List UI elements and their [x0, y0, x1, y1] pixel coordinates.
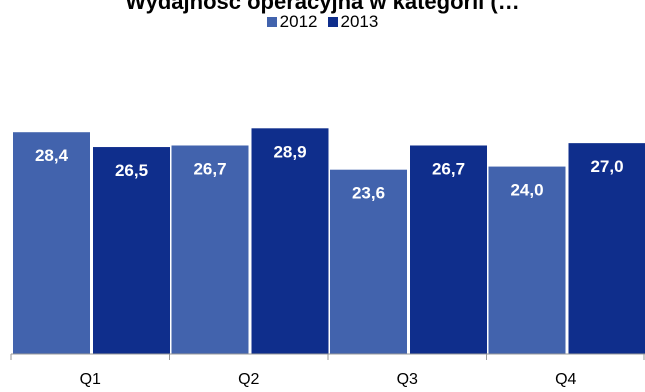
x-tick-label-q2: Q2: [238, 371, 259, 388]
bar-q1-2012: [13, 132, 90, 354]
legend-item-2013: 2013: [327, 12, 379, 32]
data-label-q4-2012: 24,0: [510, 181, 543, 200]
x-tick-label-q4: Q4: [555, 371, 576, 388]
data-label-q1-2012: 28,4: [35, 146, 69, 165]
x-tick-label-q1: Q1: [80, 371, 101, 388]
data-label-q2-2013: 28,9: [273, 142, 306, 161]
bar-q4-2013: [568, 143, 645, 354]
chart-legend: 2012 2013: [0, 12, 645, 32]
x-tick-label-q3: Q3: [397, 371, 418, 388]
bar-q2-2012: [171, 145, 249, 354]
bar-q2-2013: [251, 128, 329, 354]
legend-label-2012: 2012: [279, 12, 318, 31]
data-label-q4-2013: 27,0: [590, 157, 623, 176]
bar-q3-2012: [330, 169, 407, 354]
data-label-q3-2012: 23,6: [352, 184, 385, 203]
data-label-q2-2012: 26,7: [193, 159, 226, 178]
legend-swatch-2013: [327, 17, 338, 27]
legend-item-2012: 2012: [266, 12, 318, 32]
bar-q3-2013: [410, 145, 487, 354]
bar-q4-2012: [488, 166, 566, 354]
data-label-q1-2013: 26,5: [115, 161, 148, 180]
bar-q1-2013: [93, 147, 170, 354]
chart-title: Wydajność operacyjna w kategorii (…: [125, 0, 520, 14]
legend-label-2013: 2013: [340, 12, 379, 31]
data-label-q3-2013: 26,7: [432, 159, 465, 178]
legend-swatch-2012: [266, 17, 277, 27]
